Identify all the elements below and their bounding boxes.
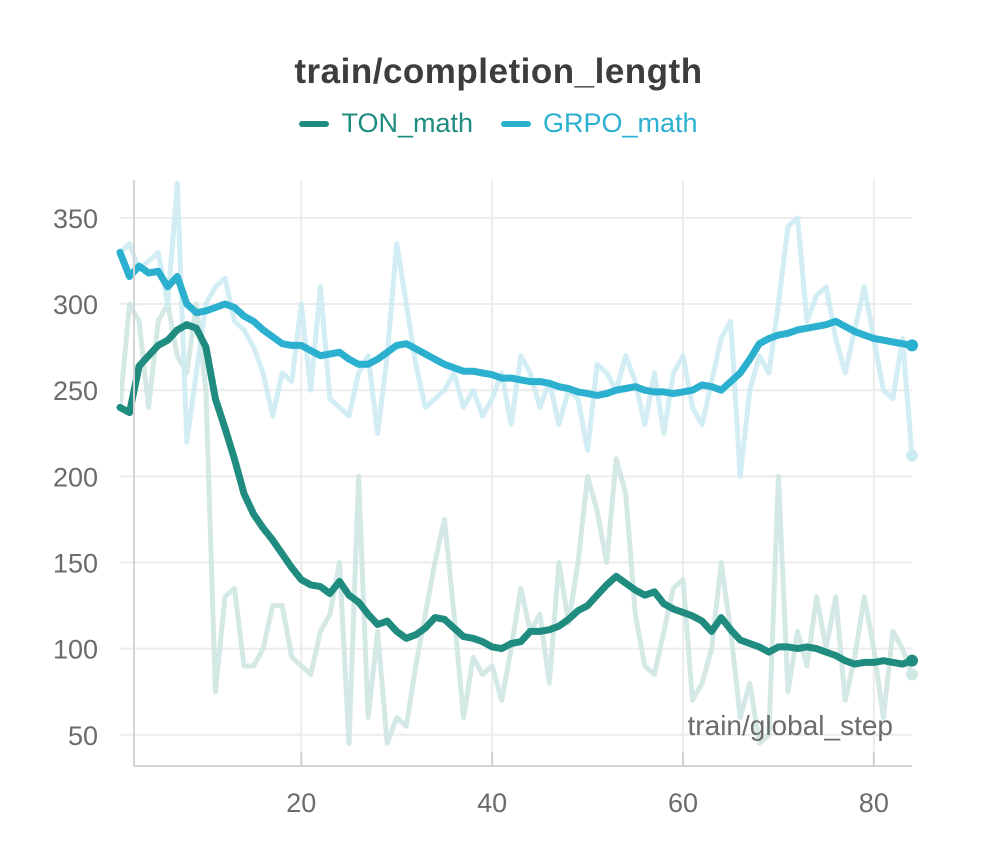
raw-series-end-point-GRPO_math (906, 449, 918, 462)
legend-swatch-ton-math (299, 120, 330, 127)
axis-layer: 50 100 150 200 250 300 350 20 40 60 80 train/global… (53, 180, 912, 818)
y-tick-label: 150 (53, 548, 98, 578)
raw-series-end-point-TON_math (906, 668, 918, 681)
x-tick-label: 80 (859, 788, 889, 818)
raw-series-line-TON_math (120, 301, 915, 746)
y-tick-label: 100 (53, 635, 98, 665)
legend-swatch-grpo-math (500, 120, 531, 127)
legend-label-ton-math: TON_math (341, 108, 473, 138)
legend-item-grpo-math[interactable]: GRPO_math (500, 108, 698, 139)
x-axis-label: train/global_step (688, 710, 893, 741)
y-tick-label: 350 (53, 204, 98, 234)
legend-label-grpo-math: GRPO_math (542, 108, 698, 138)
x-tick-label: 20 (286, 788, 316, 818)
smoothed-series-line-TON_math (116, 321, 916, 668)
y-tick-label: 300 (53, 290, 98, 320)
y-tick-label: 250 (53, 376, 98, 406)
x-tick-label: 40 (477, 788, 507, 818)
raw-series-layer (120, 180, 915, 746)
y-tick-label: 50 (68, 721, 98, 751)
chart-legend: TON_math GRPO_math (0, 108, 997, 139)
raw-series-line-GRPO_math (120, 180, 915, 479)
x-tick-label: 60 (668, 788, 698, 818)
series-end-point-TON_math (906, 654, 918, 667)
series-end-point-GRPO_math (906, 339, 918, 352)
legend-item-ton-math[interactable]: TON_math (299, 108, 473, 139)
y-tick-label: 200 (53, 462, 98, 492)
smoothed-series-layer (116, 248, 918, 681)
chart-title: train/completion_length (294, 52, 703, 91)
smoothed-series-line-GRPO_math (116, 248, 916, 399)
